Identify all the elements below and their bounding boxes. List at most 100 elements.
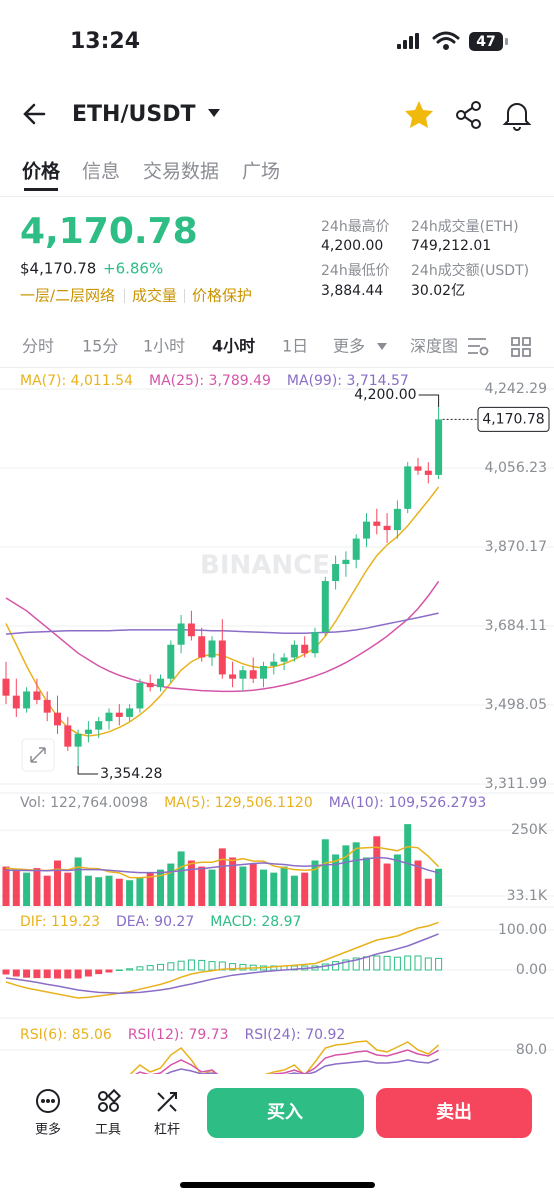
volume-bar — [363, 857, 370, 906]
leverage-icon[interactable] — [157, 1092, 177, 1112]
macd-bar — [363, 956, 370, 971]
macd-bar — [43, 969, 51, 979]
tag[interactable]: 一层/二层网络 — [20, 287, 115, 305]
volume-bar — [424, 878, 432, 906]
tab[interactable]: 价格 — [22, 160, 61, 183]
stat-value: 749,212.01 — [411, 238, 491, 254]
candle-body — [33, 691, 41, 700]
candle-body — [95, 721, 103, 730]
candle-body — [198, 636, 206, 658]
interval[interactable]: 15分 — [82, 337, 118, 356]
y-tick-label: 4,056.23 — [485, 460, 547, 476]
tab[interactable]: 广场 — [242, 161, 280, 183]
candle-body — [260, 665, 267, 679]
tools-icon[interactable] — [98, 1088, 122, 1112]
candle-body — [352, 538, 360, 560]
legend-entry: MA(99): 3,714.57 — [287, 373, 409, 389]
tag-divider — [184, 289, 185, 303]
legend-entry: RSI(12): 79.73 — [128, 1027, 229, 1043]
macd-bar — [270, 965, 278, 971]
indicator-settings[interactable] — [468, 338, 489, 356]
legend-entry: DIF: 119.23 — [20, 914, 100, 930]
more-icon[interactable] — [36, 1089, 60, 1113]
interval[interactable]: 1日 — [282, 337, 308, 356]
layout-button[interactable] — [511, 337, 531, 357]
candle-body — [270, 661, 278, 666]
volume-bar — [311, 860, 319, 906]
max-pointer — [418, 394, 440, 407]
pair-title[interactable]: ETH/USDT — [72, 102, 195, 127]
volume-bar — [229, 857, 237, 906]
macd-bar — [229, 963, 237, 971]
toolbar-label[interactable]: 杠杆 — [154, 1122, 180, 1138]
candle-body — [167, 644, 175, 679]
candle-body — [136, 682, 144, 709]
stat-label: 24h最高价 — [321, 218, 390, 235]
candle-body — [54, 712, 61, 726]
macd-line — [5, 933, 439, 994]
ma-line — [5, 580, 440, 693]
macd-bar — [424, 957, 432, 971]
sell-label[interactable]: 卖出 — [436, 1101, 472, 1123]
candle-body — [239, 670, 247, 679]
volume-bar — [249, 863, 257, 906]
toolbar-label[interactable]: 工具 — [95, 1123, 121, 1138]
interval[interactable]: 1小时 — [143, 337, 185, 356]
volume-ma-line — [5, 845, 440, 879]
macd-bar — [187, 959, 195, 971]
interval[interactable]: 4小时 — [212, 337, 255, 356]
volume-bar — [373, 836, 381, 906]
buy-label[interactable]: 买入 — [267, 1102, 303, 1123]
interval[interactable]: 分时 — [22, 337, 54, 356]
volume-bar — [12, 869, 20, 906]
legend-entry: MACD: 28.97 — [210, 914, 301, 930]
tag[interactable]: 价格保护 — [192, 287, 252, 305]
y-tick-label: 3,684.11 — [485, 618, 547, 634]
macd-bar — [373, 955, 381, 971]
candle-body — [290, 644, 298, 658]
y-tick-label: 33.1K — [507, 888, 548, 904]
signal-icon — [397, 33, 419, 49]
candle-body — [424, 470, 432, 475]
back-button[interactable] — [23, 103, 46, 125]
tab[interactable]: 交易数据 — [143, 161, 219, 183]
alert-button[interactable] — [502, 103, 532, 131]
macd-bar — [393, 956, 401, 971]
volume-bar — [136, 877, 144, 906]
toolbar-label[interactable]: 更多 — [35, 1122, 61, 1138]
macd-bar — [342, 959, 350, 971]
last-price: 4,170.78 — [20, 211, 198, 252]
tag[interactable]: 成交量 — [132, 287, 177, 305]
tag-divider — [124, 289, 125, 303]
candle-body — [12, 695, 20, 709]
y-tick-label: 100.00 — [498, 922, 547, 938]
volume-bar — [43, 875, 51, 906]
buy-button[interactable] — [207, 1088, 364, 1138]
candle-body — [43, 699, 51, 713]
candle-body — [373, 521, 381, 526]
sell-button[interactable] — [376, 1088, 532, 1138]
volume-bar — [64, 872, 72, 906]
volume-bar — [177, 851, 185, 906]
interval[interactable]: 深度图 — [410, 337, 458, 356]
expand-icon — [30, 747, 46, 763]
volume-bar — [270, 872, 278, 906]
macd-bar — [198, 959, 206, 971]
pair-dropdown[interactable] — [208, 109, 220, 117]
share-button[interactable] — [456, 101, 481, 129]
volume-bar — [2, 866, 10, 906]
volume-bar — [332, 854, 340, 906]
interval[interactable]: 更多 — [333, 337, 365, 356]
volume-bar — [23, 872, 31, 906]
candle-body — [321, 581, 329, 632]
tab[interactable]: 信息 — [82, 161, 120, 183]
macd-bar — [12, 969, 20, 977]
more-dropdown[interactable] — [377, 343, 387, 350]
candle-body — [249, 670, 257, 679]
favorite-star[interactable] — [405, 101, 433, 128]
macd-bar — [84, 969, 92, 977]
macd-bar — [23, 969, 31, 978]
macd-bar — [352, 957, 360, 971]
min-label: 3,354.28 — [100, 766, 162, 782]
